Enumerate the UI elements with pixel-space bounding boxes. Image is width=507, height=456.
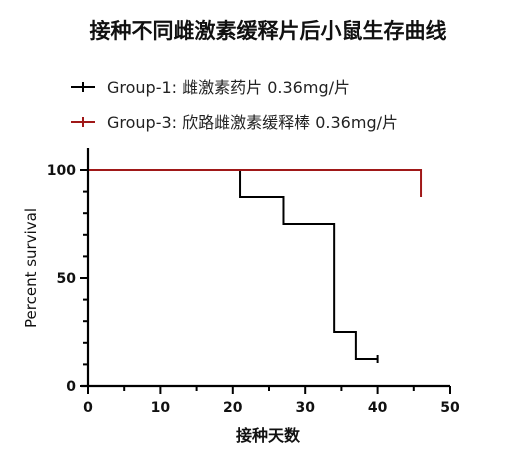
x-tick-label: 10 — [151, 400, 171, 416]
x-tick-label: 0 — [83, 400, 93, 416]
y-tick-label: 0 — [66, 379, 76, 395]
y-tick-label: 100 — [47, 163, 76, 179]
series-line-2 — [88, 169, 423, 197]
series-layer — [88, 169, 423, 363]
axes-layer: 0 10 20 30 40 50 0 50 100 — [47, 148, 460, 416]
x-tick-label: 20 — [223, 400, 243, 416]
legend: Group-1: 雌激素药片 0.36mg/片 Group-3: 欣路雌激素缓释棒… — [71, 78, 398, 132]
y-axis-title: Percent survival — [22, 208, 40, 328]
chart-title: 接种不同雌激素缓释片后小鼠生存曲线 — [90, 19, 447, 43]
x-tick-label: 30 — [295, 400, 315, 416]
plot-area: 0 10 20 30 40 50 0 50 100 — [47, 148, 460, 416]
x-tick-label: 50 — [440, 400, 460, 416]
y-tick-label: 50 — [57, 271, 77, 287]
x-axis-title: 接种天数 — [236, 426, 301, 445]
legend-label-1: Group-1: 雌激素药片 0.36mg/片 — [107, 78, 350, 97]
x-tick-label: 40 — [368, 400, 388, 416]
legend-label-2: Group-3: 欣路雌激素缓释棒 0.36mg/片 — [107, 113, 398, 132]
series-line-1 — [88, 169, 378, 360]
